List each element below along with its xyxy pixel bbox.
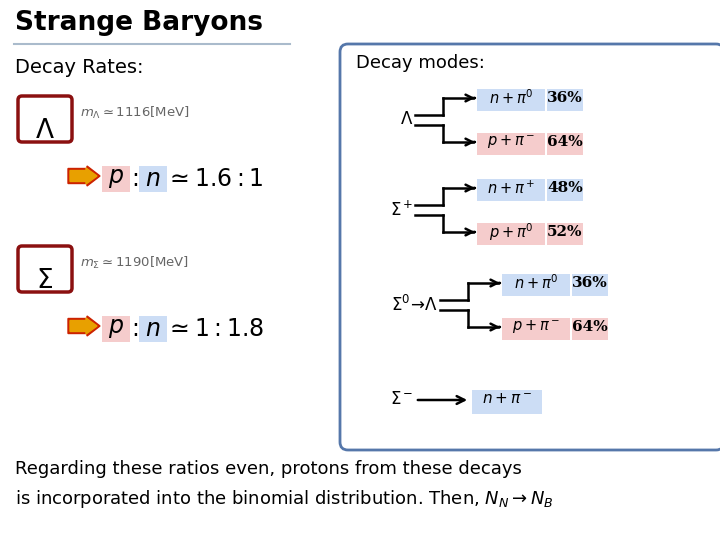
Text: $\Sigma^-$: $\Sigma^-$ bbox=[390, 392, 413, 408]
FancyBboxPatch shape bbox=[502, 274, 570, 296]
FancyBboxPatch shape bbox=[547, 89, 583, 111]
FancyBboxPatch shape bbox=[502, 318, 570, 340]
FancyBboxPatch shape bbox=[547, 223, 583, 245]
FancyBboxPatch shape bbox=[139, 316, 167, 342]
FancyBboxPatch shape bbox=[572, 274, 608, 296]
FancyArrow shape bbox=[70, 168, 97, 184]
Text: $n + \pi^+$: $n + \pi^+$ bbox=[487, 179, 535, 197]
FancyBboxPatch shape bbox=[139, 166, 167, 192]
Text: Decay Rates:: Decay Rates: bbox=[15, 58, 143, 77]
Text: $\Lambda$: $\Lambda$ bbox=[400, 111, 413, 129]
FancyArrow shape bbox=[70, 318, 97, 334]
Text: 48%: 48% bbox=[547, 181, 583, 195]
FancyBboxPatch shape bbox=[572, 318, 608, 340]
FancyBboxPatch shape bbox=[18, 246, 72, 292]
Text: $p + \pi^-$: $p + \pi^-$ bbox=[512, 318, 560, 336]
Text: 36%: 36% bbox=[572, 276, 608, 290]
FancyBboxPatch shape bbox=[102, 166, 130, 192]
Text: Decay modes:: Decay modes: bbox=[356, 54, 485, 72]
FancyBboxPatch shape bbox=[547, 179, 583, 201]
Text: $p$: $p$ bbox=[108, 167, 124, 191]
FancyBboxPatch shape bbox=[477, 223, 545, 245]
FancyArrow shape bbox=[68, 316, 100, 336]
Text: is incorporated into the binomial distribution. Then, $N_N\rightarrow N_B$: is incorporated into the binomial distri… bbox=[15, 488, 554, 510]
Text: $\simeq 1:1.8$: $\simeq 1:1.8$ bbox=[165, 318, 264, 341]
FancyBboxPatch shape bbox=[340, 44, 720, 450]
Text: $\Sigma^0\!\rightarrow\!\Lambda$: $\Sigma^0\!\rightarrow\!\Lambda$ bbox=[391, 295, 438, 315]
Text: Regarding these ratios even, protons from these decays: Regarding these ratios even, protons fro… bbox=[15, 460, 522, 478]
Text: $n$: $n$ bbox=[145, 318, 161, 341]
FancyBboxPatch shape bbox=[18, 96, 72, 142]
FancyBboxPatch shape bbox=[477, 89, 545, 111]
Text: $p + \pi^-$: $p + \pi^-$ bbox=[487, 133, 535, 151]
Text: 36%: 36% bbox=[547, 91, 583, 105]
FancyBboxPatch shape bbox=[547, 133, 583, 155]
Text: $n + \pi^0$: $n + \pi^0$ bbox=[514, 274, 558, 292]
Text: $n + \pi^-$: $n + \pi^-$ bbox=[482, 393, 532, 407]
Text: $\Sigma$: $\Sigma$ bbox=[37, 268, 53, 293]
Text: $n + \pi^0$: $n + \pi^0$ bbox=[489, 89, 534, 107]
Text: Strange Baryons: Strange Baryons bbox=[15, 10, 263, 36]
Text: $\Lambda$: $\Lambda$ bbox=[35, 118, 55, 143]
Text: $p$: $p$ bbox=[108, 318, 124, 341]
FancyArrow shape bbox=[68, 166, 100, 186]
Text: $\Sigma^+$: $\Sigma^+$ bbox=[390, 200, 413, 220]
Text: $m_{\Sigma} \simeq 1190[\mathrm{MeV}]$: $m_{\Sigma} \simeq 1190[\mathrm{MeV}]$ bbox=[80, 255, 189, 271]
Text: $m_{\Lambda} \simeq 1116[\mathrm{MeV}]$: $m_{\Lambda} \simeq 1116[\mathrm{MeV}]$ bbox=[80, 105, 189, 121]
FancyBboxPatch shape bbox=[102, 316, 130, 342]
Text: $p + \pi^0$: $p + \pi^0$ bbox=[489, 221, 534, 243]
Text: $n$: $n$ bbox=[145, 167, 161, 191]
FancyBboxPatch shape bbox=[472, 390, 542, 414]
Text: 52%: 52% bbox=[547, 225, 582, 239]
Text: $:$: $:$ bbox=[127, 167, 139, 191]
Text: 64%: 64% bbox=[572, 320, 608, 334]
Text: $\simeq 1.6:1$: $\simeq 1.6:1$ bbox=[165, 167, 264, 191]
FancyBboxPatch shape bbox=[477, 179, 545, 201]
Text: $:$: $:$ bbox=[127, 317, 139, 341]
FancyBboxPatch shape bbox=[477, 133, 545, 155]
Text: 64%: 64% bbox=[547, 135, 583, 149]
